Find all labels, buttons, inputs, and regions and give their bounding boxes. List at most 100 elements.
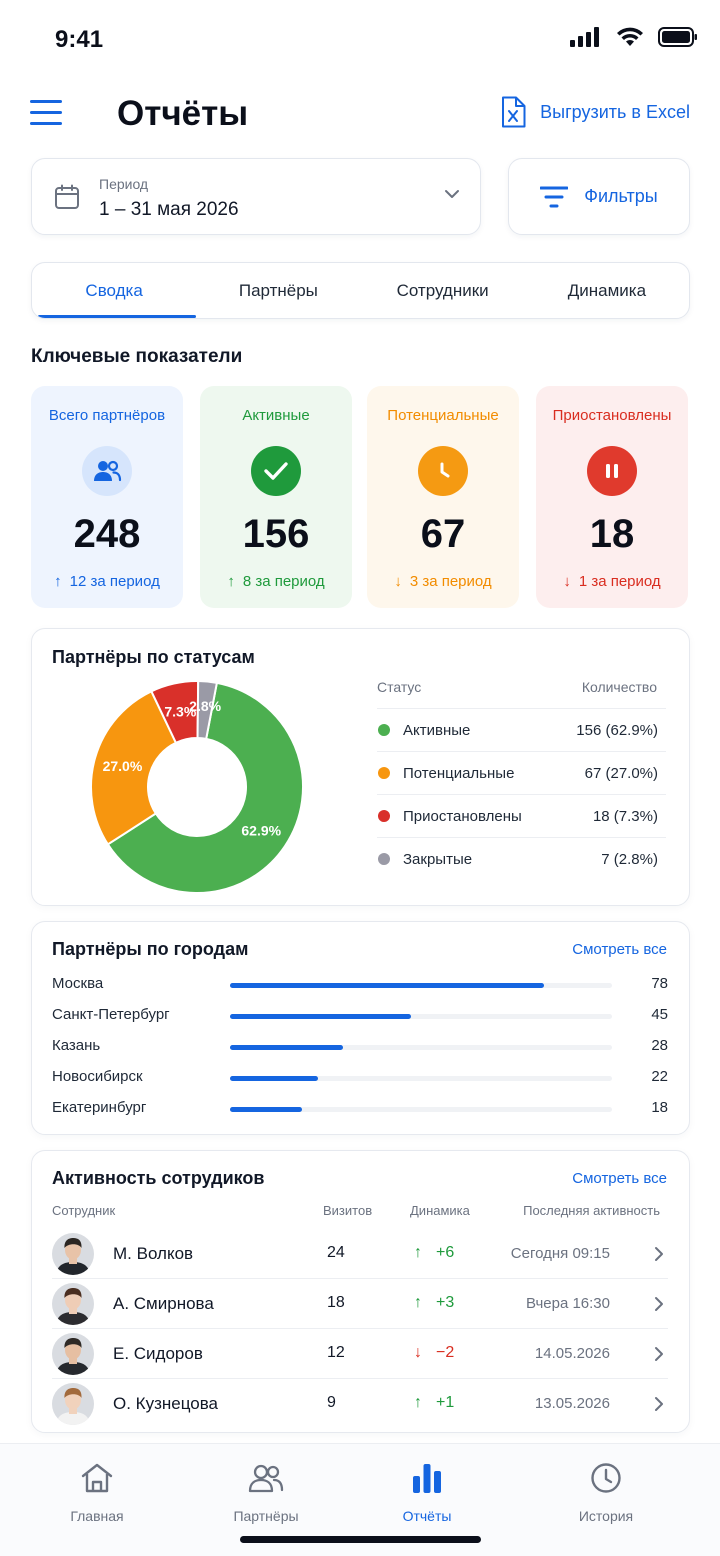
nav-partners[interactable]: Партнёры [206,1460,326,1524]
kpi-delta: ↑ 8 за период [200,573,352,590]
status-donut-chart: 62.9% 27.0% 7.3%2.8% [90,679,304,894]
wifi-icon [617,27,643,46]
nav-label: История [578,1508,634,1524]
city-value: 18 [651,1099,668,1116]
arrow-up-icon: ↑ [54,573,62,590]
legend-count-header: Количество [581,679,657,695]
tab-summary[interactable]: Сводка [32,263,197,318]
export-excel-label: Выгрузить в Excel [540,101,690,122]
employee-row[interactable]: М. Волков 24 ↑ +6 Сегодня 09:15 [52,1229,668,1279]
kpi-card-active[interactable]: Активные 156 ↑ 8 за период [200,386,352,608]
nav-home[interactable]: Главная [37,1460,157,1524]
employee-last-activity: Вчера 16:30 [525,1295,610,1312]
employee-delta: −2 [436,1344,455,1361]
avatar [52,1233,94,1275]
kpi-value: 248 [73,512,141,556]
city-row: Москва 78 [52,973,668,997]
legend-value: 67 (27.0%) [584,765,658,782]
employee-last-activity: 14.05.2026 [534,1345,610,1362]
donut-slice [106,681,304,894]
nav-history[interactable]: История [546,1460,666,1524]
status-icons [570,27,698,47]
people-icon [248,1464,284,1493]
filters-button[interactable]: Фильтры [508,158,690,235]
city-value: 28 [651,1037,668,1054]
city-row: Санкт-Петербург 45 [52,1004,668,1028]
nav-label: Партнёры [233,1508,299,1524]
legend-dot [378,810,390,822]
battery-icon [658,27,697,47]
donut-slice-label: 2.8% [189,698,221,714]
legend-dot [378,767,390,779]
arrow-down-icon: ↓ [394,573,402,590]
tab-partners[interactable]: Партнёры [238,281,318,300]
city-name: Москва [52,975,104,992]
city-bar [230,1045,343,1050]
status-time: 9:41 [55,26,104,53]
column-header-employee: Сотрудник [52,1203,116,1218]
nav-reports[interactable]: Отчёты [367,1460,487,1524]
employee-visits: 24 [327,1244,345,1261]
filter-icon [540,186,569,207]
arrow-icon: ↓ [414,1344,422,1361]
employee-row[interactable]: О. Кузнецова 9 ↑ +1 13.05.2026 [52,1379,668,1429]
bar-chart-icon [413,1464,441,1493]
status-bar: 9:41 [0,0,720,80]
filters-label: Фильтры [584,186,658,206]
report-tabs: Сводка Партнёры Сотрудники Динамика [31,262,690,319]
page-title: Отчёты [117,94,249,133]
avatar [52,1333,94,1375]
employee-name: Е. Сидоров [113,1344,203,1363]
legend-row: Приостановлены 18 (7.3%) [377,794,666,837]
arrow-up-icon: ↑ [227,573,235,590]
legend-row: Потенциальные 67 (27.0%) [377,751,666,794]
employee-dynamics: ↑ +1 [414,1394,454,1412]
home-indicator [240,1536,481,1543]
chevron-right-icon [655,1397,663,1411]
kpi-value: 67 [420,512,466,556]
kpi-card-suspended[interactable]: Приостановлены 18 ↓ 1 за период [536,386,688,608]
donut-slice-label: 27.0% [103,758,143,774]
donut-slice [90,689,178,846]
export-excel-button[interactable]: Выгрузить в Excel [500,96,690,128]
kpi-card-potential[interactable]: Потенциальные 67 ↓ 3 за период [367,386,519,608]
city-bar-track [230,1014,612,1019]
tab-dynamics[interactable]: Динамика [567,281,647,300]
menu-button[interactable] [30,100,62,126]
nav-label: Отчёты [402,1508,452,1524]
column-header-visits: Визитов [323,1203,373,1218]
status-card-title: Партнёры по статусам [52,647,255,667]
cities-see-all-link[interactable]: Смотреть все [572,941,667,958]
tab-employees[interactable]: Сотрудники [396,281,489,300]
home-icon [81,1463,113,1493]
city-row: Екатеринбург 18 [52,1097,668,1121]
employee-row[interactable]: А. Смирнова 18 ↑ +3 Вчера 16:30 [52,1279,668,1329]
city-row: Новосибирск 22 [52,1066,668,1090]
kpi-value: 156 [242,512,310,556]
kpi-delta: ↓ 1 за период [536,573,688,590]
chevron-down-icon [445,190,459,198]
check-icon [251,446,301,496]
avatar [52,1283,94,1325]
donut-slice-label: 62.9% [241,822,281,838]
legend-dot [378,724,390,736]
employees-see-all-link[interactable]: Смотреть все [572,1170,667,1187]
city-bar-track [230,1107,612,1112]
employees-card: Активность сотрудиков Смотреть все Сотру… [31,1150,690,1433]
employee-last-activity: Сегодня 09:15 [510,1245,610,1262]
employee-name: М. Волков [113,1244,194,1263]
legend-name: Активные [403,722,471,739]
city-bar [230,1014,411,1019]
legend-name: Закрытые [403,851,473,868]
employee-dynamics: ↓ −2 [414,1344,454,1362]
period-selector[interactable]: Период 1 – 31 мая 2026 [31,158,481,235]
kpi-value: 18 [589,512,635,556]
period-label: Период [99,176,149,192]
employee-dynamics: ↑ +3 [414,1294,454,1312]
clock-icon [591,1463,621,1493]
chevron-right-icon [655,1347,663,1361]
status-card: Партнёры по статусам 62.9% 27.0% 7.3% 2.8% … [31,628,690,906]
employee-row[interactable]: Е. Сидоров 12 ↓ −2 14.05.2026 [52,1329,668,1379]
chevron-right-icon [655,1297,663,1311]
kpi-card-total[interactable]: Всего партнёров 248 ↑ 12 за период [31,386,183,608]
